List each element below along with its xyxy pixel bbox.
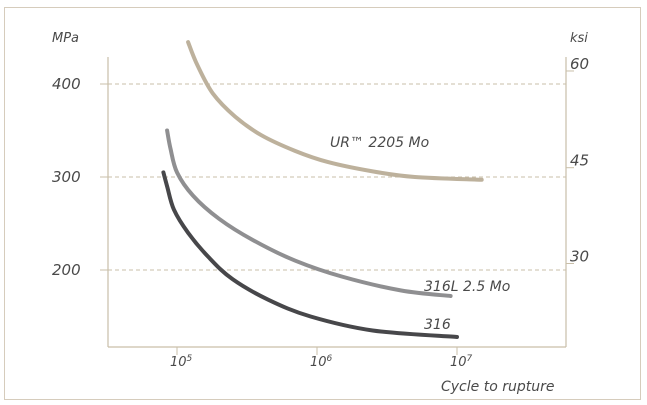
axes bbox=[107, 57, 567, 355]
y-left-tick-label: 400 bbox=[52, 75, 81, 93]
y-left-tick-label: 200 bbox=[52, 261, 81, 279]
series-label-316l: 316L 2.5 Mo bbox=[424, 279, 510, 295]
series-label-2205: UR™ 2205 Mo bbox=[330, 135, 429, 151]
labels: 400 300 200 60 45 30 105 106 107 MPa ksi Cycle to r… bbox=[52, 31, 589, 395]
y-right-tick-label: 45 bbox=[570, 152, 589, 170]
series-line-316l bbox=[165, 128, 453, 298]
x-tick-label: 106 bbox=[310, 354, 333, 370]
y-right-tick-label: 30 bbox=[570, 247, 589, 265]
y-right-tick-label: 60 bbox=[570, 55, 589, 73]
x-axis-label: Cycle to rupture bbox=[441, 379, 554, 395]
y-right-unit: ksi bbox=[570, 31, 588, 46]
x-tick-label: 107 bbox=[450, 354, 473, 370]
series-label-316: 316 bbox=[424, 317, 451, 333]
y-left-tick-label: 300 bbox=[52, 168, 81, 186]
chart-frame bbox=[4, 7, 641, 400]
x-tick-label: 105 bbox=[170, 354, 193, 370]
series-line-2205 bbox=[186, 40, 484, 182]
grid-lines bbox=[100, 70, 574, 271]
series-lines bbox=[161, 40, 484, 339]
y-left-unit: MPa bbox=[52, 31, 79, 46]
series-line-316 bbox=[161, 170, 459, 339]
